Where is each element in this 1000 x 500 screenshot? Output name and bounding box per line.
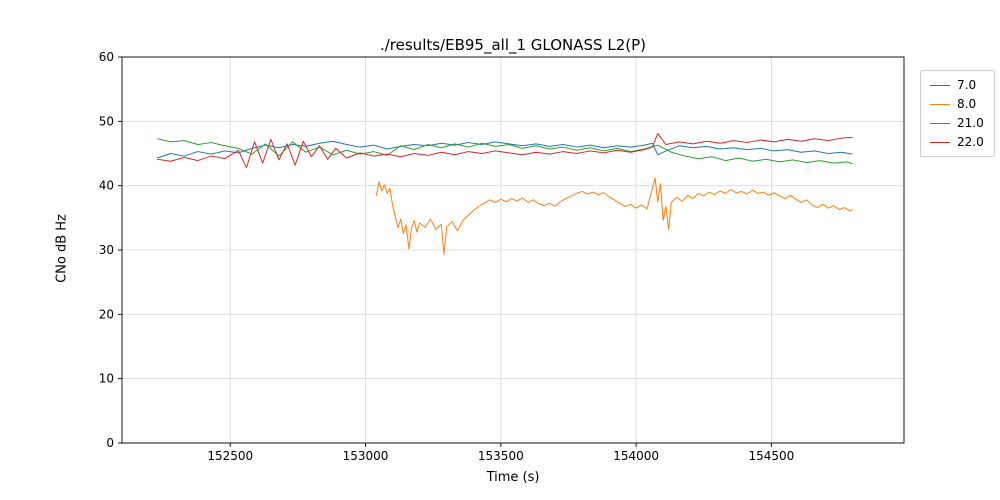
y-axis-label: CNo dB Hz (54, 214, 70, 283)
legend-swatch (930, 122, 950, 124)
series-line-22.0 (157, 133, 853, 169)
x-tick-label: 153000 (343, 449, 389, 463)
y-tick-label: 50 (99, 114, 114, 128)
y-tick-label: 60 (99, 50, 114, 64)
y-tick-label: 40 (99, 179, 114, 193)
x-tick-label: 154000 (613, 449, 659, 463)
series-line-8.0 (375, 177, 853, 255)
chart-title: ./results/EB95_all_1 GLONASS L2(P) (379, 36, 646, 54)
series-line-21.0 (157, 138, 853, 165)
y-tick-label: 30 (99, 243, 114, 257)
legend-item: 21.0 (930, 116, 984, 130)
y-tick-label: 0 (106, 436, 114, 450)
y-tick-label: 10 (99, 372, 114, 386)
legend-swatch (930, 103, 950, 105)
legend-swatch (930, 84, 950, 86)
x-tick-label: 154500 (749, 449, 795, 463)
x-tick-label: 152500 (207, 449, 253, 463)
legend-label: 7.0 (957, 78, 977, 92)
x-axis-label: Time (s) (486, 470, 540, 485)
legend-item: 7.0 (930, 78, 984, 92)
legend-item: 22.0 (930, 135, 984, 149)
legend-item: 8.0 (930, 97, 984, 111)
legend-swatch (930, 141, 950, 143)
x-tick-label: 153500 (478, 449, 524, 463)
series-line-7.0 (157, 140, 853, 159)
y-tick-label: 20 (99, 307, 114, 321)
legend-label: 22.0 (957, 135, 984, 149)
legend-label: 8.0 (957, 97, 977, 111)
legend: 7.0 8.0 21.0 22.0 (920, 70, 995, 157)
legend-label: 21.0 (957, 116, 984, 130)
